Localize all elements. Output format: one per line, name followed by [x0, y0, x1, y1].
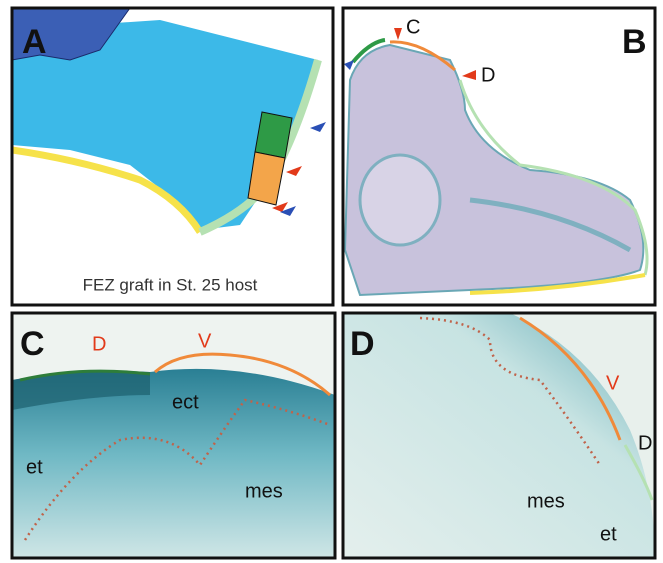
tissue-label: ect	[172, 391, 199, 413]
region-label: V	[198, 330, 212, 352]
tissue-label: et	[26, 456, 43, 478]
panel-label: B	[622, 23, 647, 61]
panel-d-image	[343, 313, 655, 558]
tissue-label: mes	[527, 490, 565, 512]
figure: A FEZ graft in St. 25 host B C D C D V e…	[0, 0, 663, 563]
region-label: D	[638, 432, 652, 454]
panel-caption: FEZ graft in St. 25 host	[83, 275, 258, 294]
tissue-label: et	[600, 523, 617, 545]
panel-label: A	[22, 23, 47, 61]
panel-label: D	[350, 325, 375, 363]
region-label: D	[92, 333, 106, 355]
marker-label: D	[481, 64, 495, 86]
panel-c-image	[12, 313, 335, 558]
region-label: V	[606, 372, 620, 394]
panel-label: C	[20, 325, 45, 363]
tissue-label: mes	[245, 480, 283, 502]
panel-b-image	[343, 8, 655, 305]
panel-a-drawing	[12, 8, 333, 305]
marker-label: C	[406, 16, 420, 38]
